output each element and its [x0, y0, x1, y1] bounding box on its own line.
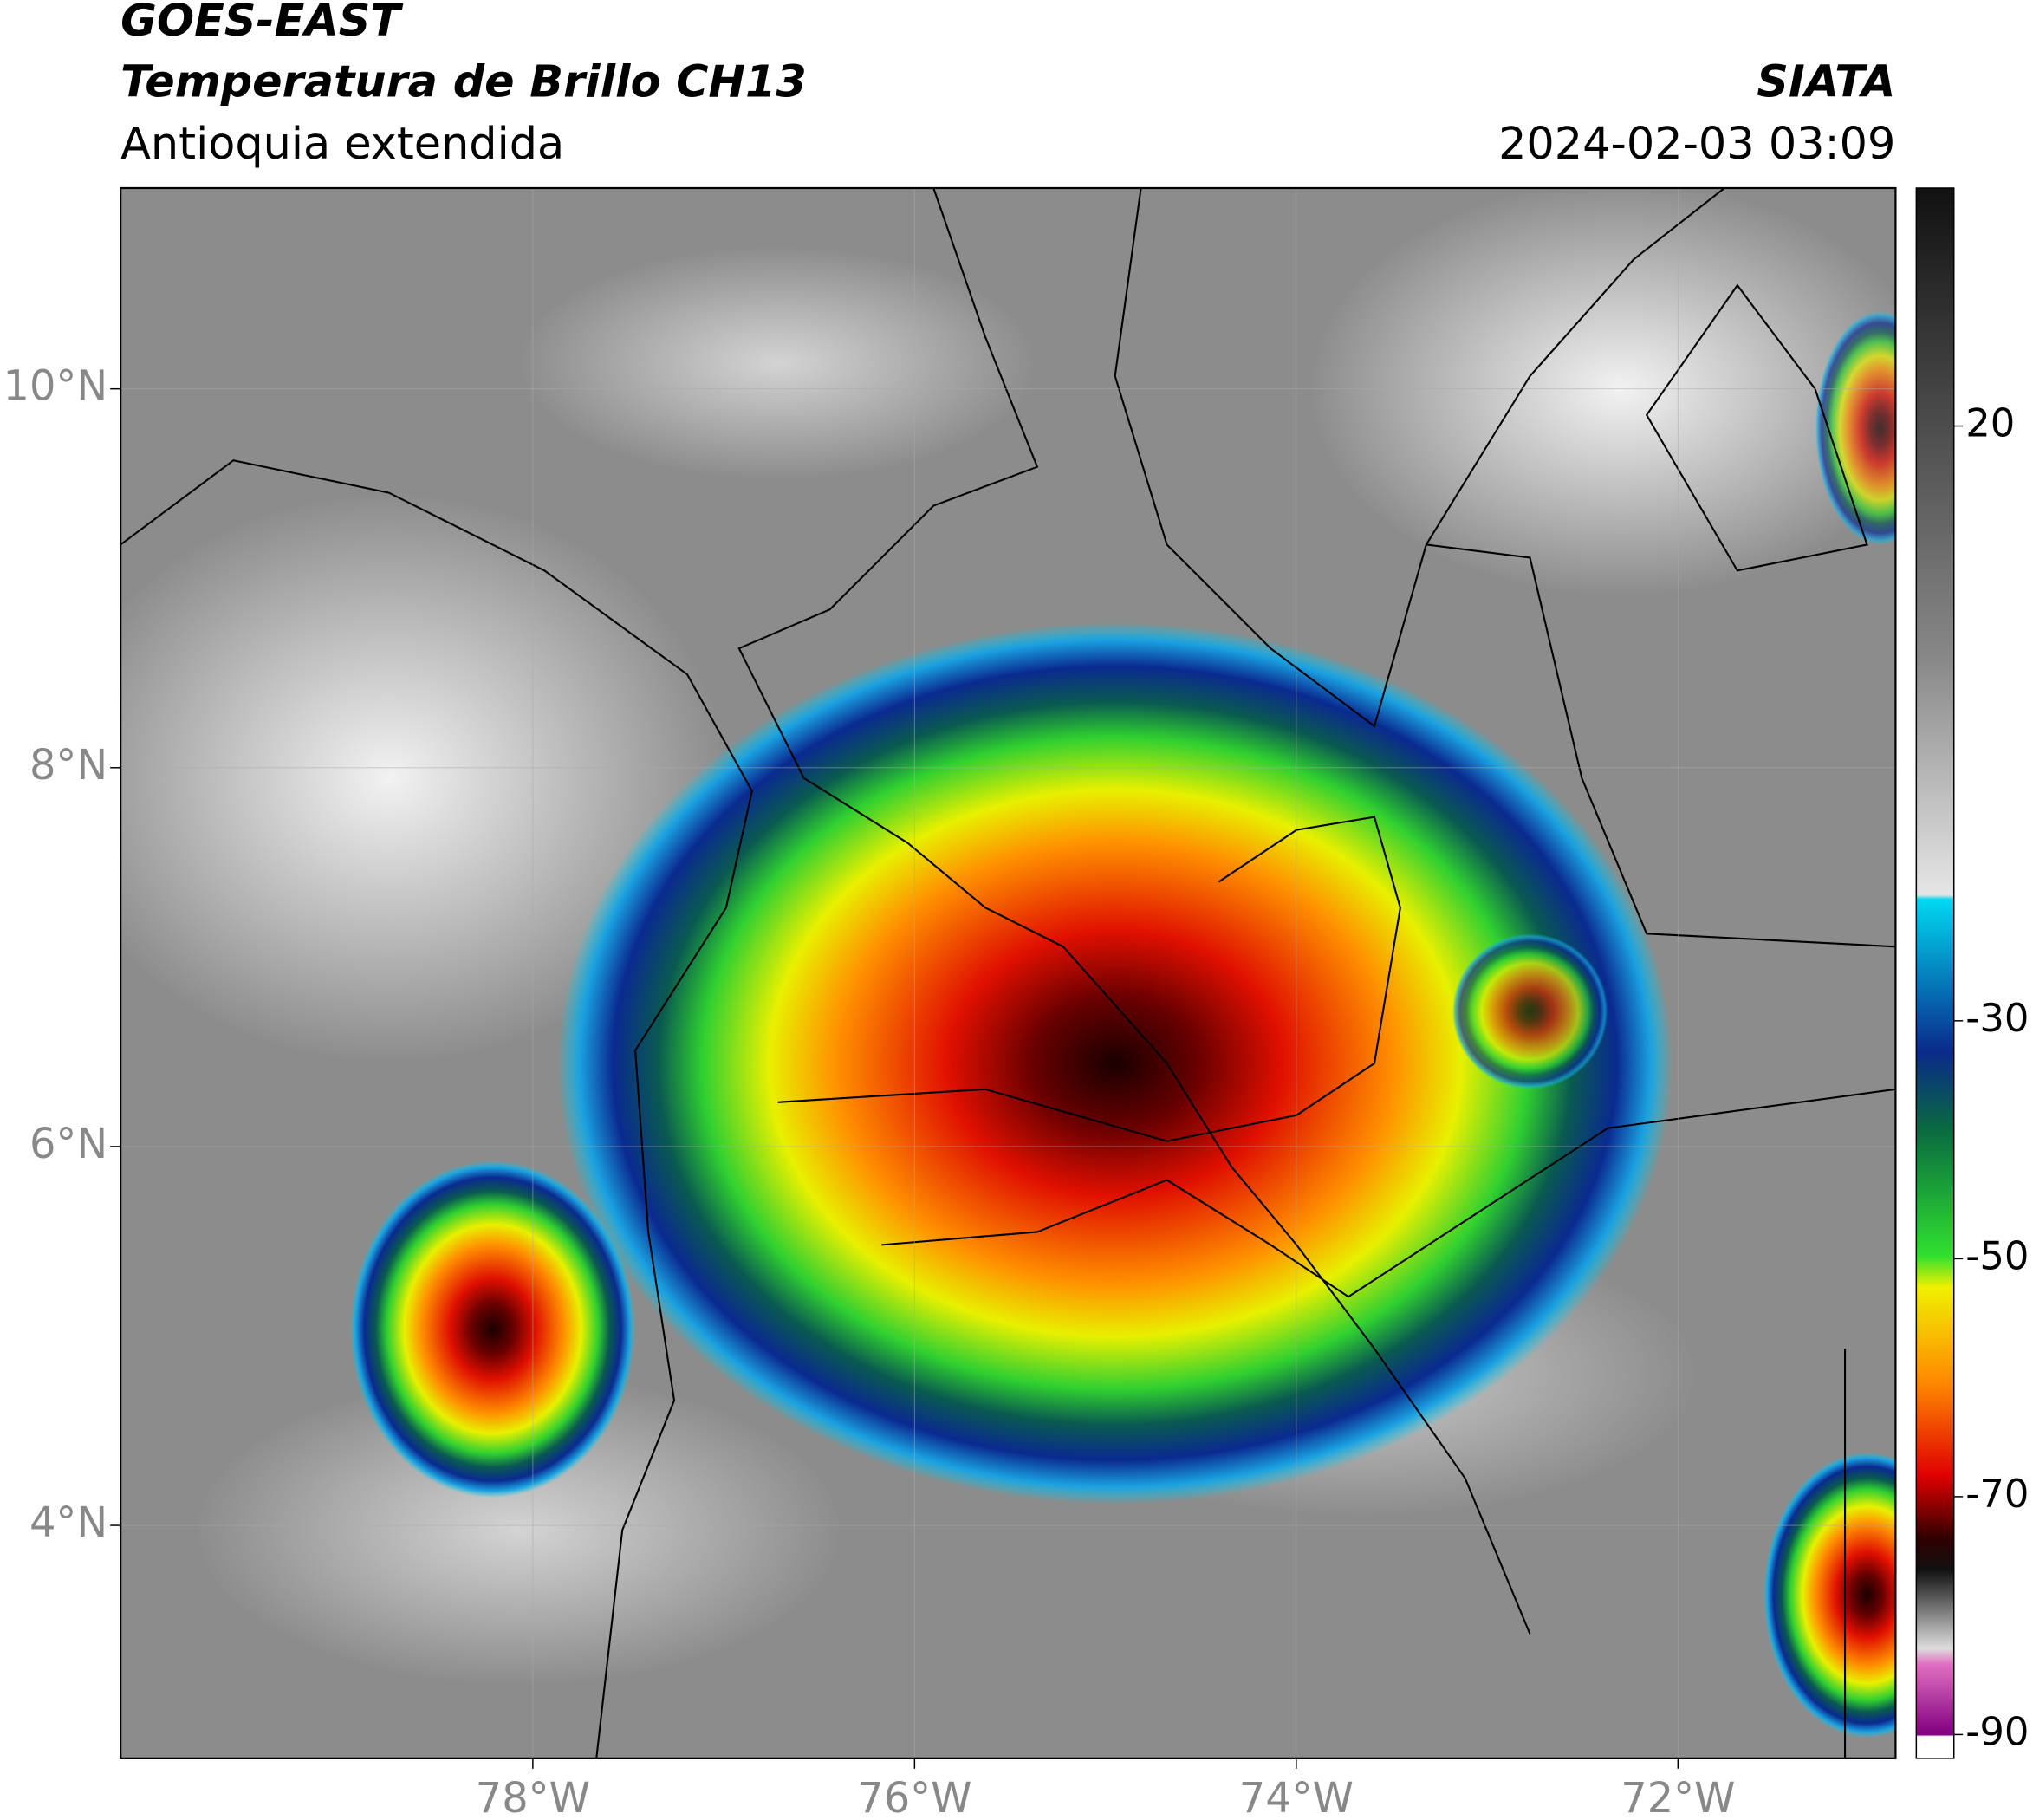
y-tick-label: 4°N: [29, 1499, 107, 1547]
y-tick-label: 6°N: [29, 1121, 107, 1168]
colorbar-tick-label: -90: [1965, 1708, 2029, 1754]
title: GOES-EAST: [120, 0, 404, 46]
map-frame: [120, 186, 1897, 1759]
region: Antioquia extendida: [120, 118, 564, 169]
colorbar-tick-label: -50: [1965, 1232, 2029, 1278]
y-tick-label: 8°N: [29, 742, 107, 790]
x-tick-label: 74°W: [1239, 1775, 1354, 1820]
graticule: [110, 188, 1896, 1769]
x-tick-label: 78°W: [476, 1775, 590, 1820]
map-image: [120, 188, 1896, 1758]
colorbar-tick-label: 20: [1965, 400, 2015, 446]
datetime: 2024-02-03 03:09: [1498, 118, 1895, 169]
y-tick-label: 10°N: [3, 363, 108, 411]
subtitle: Temperatura de Brillo CH13: [120, 55, 807, 107]
colorbar: [1915, 187, 1955, 1759]
source: SIATA: [1757, 55, 1895, 107]
x-tick-label: 76°W: [857, 1775, 971, 1820]
colorbar-tick-label: -30: [1965, 995, 2029, 1041]
colorbar-tick-label: -70: [1965, 1471, 2029, 1517]
x-tick-label: 72°W: [1621, 1775, 1735, 1820]
